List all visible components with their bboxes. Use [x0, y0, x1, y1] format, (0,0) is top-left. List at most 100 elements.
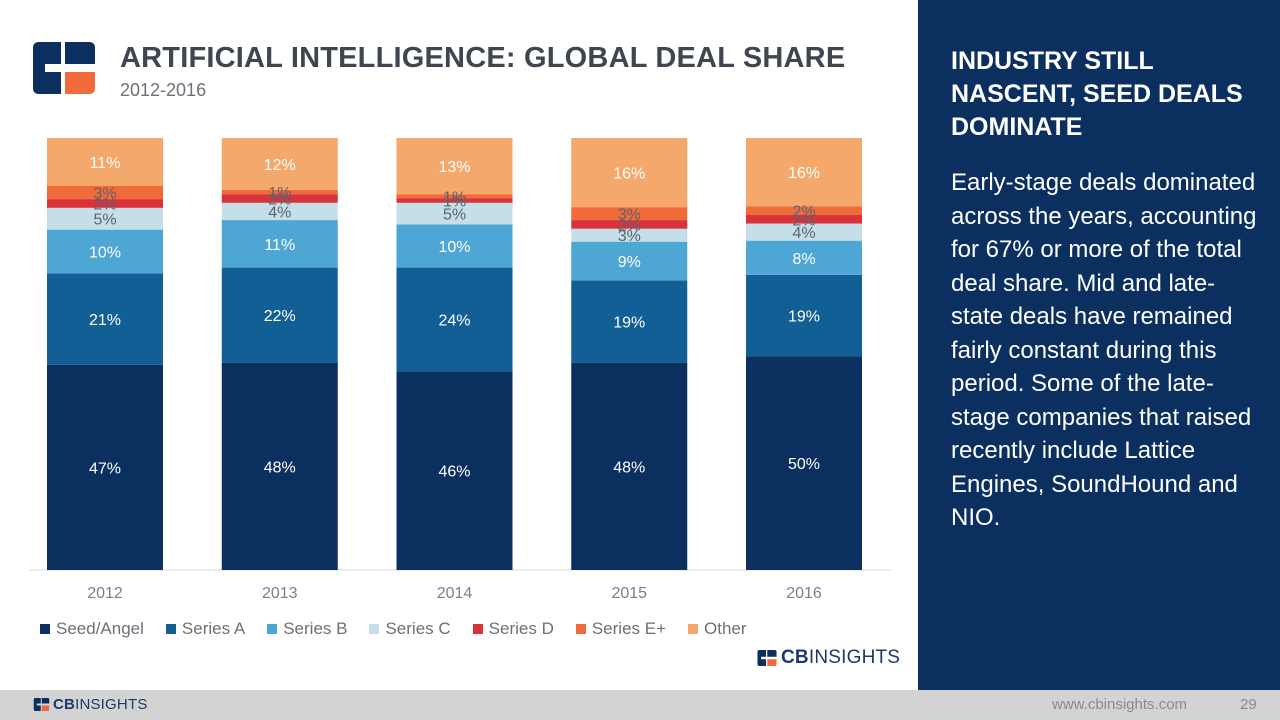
legend-item-series-b: Series B — [267, 619, 347, 639]
bar-segment-series-d-2014 — [396, 198, 513, 203]
bar-segment-series-d-2015 — [571, 220, 688, 229]
x-tick-label-2012: 2012 — [87, 585, 123, 602]
bar-segment-series-c-2016 — [746, 223, 862, 241]
legend-swatch-other — [688, 624, 699, 634]
bar-segment-series-a-2015 — [571, 280, 688, 363]
data-label-series-c-2015: 3% — [618, 228, 641, 245]
data-label-series-b-2012: 10% — [89, 244, 121, 261]
bar-segment-series-c-2015 — [571, 228, 688, 242]
data-label-other-2012: 11% — [90, 155, 121, 172]
data-label-series-d-2013: 2% — [268, 191, 291, 208]
legend-swatch-series-b — [267, 624, 278, 634]
data-label-series-b-2016: 8% — [792, 251, 815, 268]
bar-segment-series-b-2014 — [396, 224, 513, 268]
data-label-series-b-2015: 9% — [618, 254, 641, 271]
bar-segment-series-c-2014 — [396, 202, 513, 225]
bar-segment-seed-angel-2013 — [221, 362, 338, 570]
data-label-series-b-2014: 10% — [438, 239, 470, 256]
bar-segment-seed-angel-2016 — [746, 356, 862, 570]
x-tick-label-2016: 2016 — [786, 585, 822, 602]
bar-segment-series-b-2012 — [47, 229, 163, 274]
data-label-series-a-2013: 22% — [264, 308, 296, 325]
legend-item-other: Other — [688, 619, 747, 639]
x-tick-label-2014: 2014 — [437, 585, 473, 602]
data-label-series-b-2013: 11% — [264, 237, 295, 254]
bar-segment-series-b-2016 — [746, 240, 862, 275]
legend-item-series-c: Series C — [369, 619, 451, 639]
data-label-seed-angel-2015: 48% — [613, 459, 645, 476]
data-label-series-e-plus-2016: 2% — [792, 204, 815, 221]
legend-label: Series C — [385, 619, 451, 638]
data-label-seed-angel-2014: 46% — [438, 464, 470, 481]
bar-segment-series-a-2012 — [47, 273, 163, 365]
bar-segment-series-a-2014 — [396, 267, 513, 372]
data-label-series-a-2015: 19% — [613, 315, 645, 332]
legend-label: Other — [704, 619, 747, 638]
footer-brand-wordmark: CBINSIGHTS — [53, 696, 148, 713]
data-label-series-c-2012: 5% — [93, 212, 116, 229]
data-label-series-e-plus-2013: 1% — [268, 185, 291, 202]
data-label-series-d-2016: 2% — [792, 212, 815, 229]
bar-segment-other-2013 — [221, 138, 338, 190]
legend-item-seed-angel: Seed/Angel — [40, 619, 144, 639]
x-tick-label-2013: 2013 — [262, 585, 298, 602]
data-label-series-d-2015: 2% — [618, 217, 641, 234]
legend-item-series-a: Series A — [165, 619, 246, 639]
bar-segment-series-e-plus-2015 — [571, 207, 688, 221]
data-label-other-2016: 16% — [788, 165, 820, 182]
cb-insights-small-logo-icon — [757, 650, 777, 666]
legend-label: Seed/Angel — [56, 619, 144, 638]
chart-subtitle: 2012-2016 — [120, 80, 207, 100]
bar-segment-series-a-2016 — [746, 274, 862, 357]
x-tick-label-2015: 2015 — [611, 585, 647, 602]
bar-segment-seed-angel-2015 — [571, 362, 688, 570]
insight-panel: INDUSTRY STILL NASCENT, SEED DEALS DOMIN… — [918, 0, 1280, 690]
legend-swatch-series-c — [369, 624, 380, 634]
bar-segment-other-2015 — [571, 138, 688, 208]
panel-heading: INDUSTRY STILL NASCENT, SEED DEALS DOMIN… — [951, 47, 1243, 141]
data-label-series-a-2014: 24% — [438, 312, 470, 329]
legend-item-series-e-plus: Series E+ — [575, 619, 666, 639]
legend-swatch-seed-angel — [40, 624, 50, 634]
data-label-series-d-2012: 2% — [93, 196, 116, 213]
panel-body: Early-stage deals dominated across the y… — [951, 169, 1257, 531]
data-label-other-2013: 12% — [264, 157, 296, 174]
legend-swatch-series-e-plus — [575, 624, 586, 634]
bar-segment-series-c-2012 — [47, 207, 163, 230]
data-label-other-2014: 13% — [438, 159, 470, 176]
brand-wordmark: CBINSIGHTS — [781, 647, 901, 668]
legend-item-series-d: Series D — [472, 619, 554, 639]
bar-segment-seed-angel-2014 — [396, 371, 513, 570]
chart-title: ARTIFICIAL INTELLIGENCE: GLOBAL DEAL SHA… — [120, 42, 846, 74]
legend-swatch-series-a — [165, 624, 176, 634]
data-label-series-e-plus-2012: 3% — [93, 186, 116, 203]
bar-segment-other-2012 — [47, 138, 163, 186]
data-label-series-e-plus-2014: 1% — [443, 189, 466, 206]
data-label-series-e-plus-2015: 3% — [618, 207, 641, 224]
footer-bar: CBINSIGHTS www.cbinsights.com 29 — [0, 690, 1280, 720]
bar-segment-series-e-plus-2013 — [221, 189, 338, 195]
legend-label: Series B — [283, 619, 348, 638]
bar-segment-seed-angel-2012 — [47, 364, 163, 570]
data-label-series-a-2012: 21% — [89, 312, 121, 329]
bar-segment-series-e-plus-2016 — [746, 206, 862, 215]
bar-segment-series-d-2016 — [746, 214, 862, 224]
bar-segment-series-e-plus-2012 — [47, 186, 163, 200]
data-label-series-d-2014: 1% — [443, 194, 466, 211]
bar-segment-other-2016 — [746, 138, 862, 207]
stacked-bar-chart: 47%21%10%5%2%3%11%48%22%11%4%2%1%12%46%2… — [30, 138, 892, 602]
bar-segment-series-e-plus-2014 — [396, 194, 513, 199]
cb-insights-brand: CBINSIGHTS — [757, 647, 900, 669]
data-label-seed-angel-2016: 50% — [788, 456, 820, 473]
footer-url[interactable]: www.cbinsights.com — [1052, 696, 1188, 713]
data-label-series-c-2016: 4% — [792, 225, 815, 242]
legend-label: Series A — [181, 619, 246, 638]
bar-segment-other-2014 — [396, 138, 513, 195]
page-number: 29 — [1240, 696, 1257, 713]
bar-segment-series-c-2013 — [221, 202, 338, 221]
cb-insights-small-logo-icon — [33, 698, 50, 711]
bar-segment-series-d-2013 — [221, 194, 338, 203]
bar-segment-series-a-2013 — [221, 267, 338, 363]
bar-segment-series-b-2015 — [571, 241, 688, 281]
data-label-seed-angel-2012: 47% — [89, 460, 121, 477]
